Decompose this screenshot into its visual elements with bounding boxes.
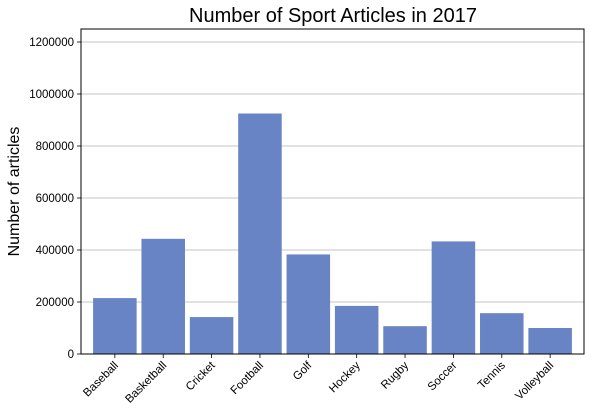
chart-title: Number of Sport Articles in 2017 (189, 5, 477, 27)
y-tick-label: 600000 (36, 193, 74, 205)
y-axis-ticks: 0 200000 400000 600000 800000 1000000 1200000 (29, 37, 81, 361)
x-tick-label-volleyball: Volleyball (513, 360, 556, 403)
bar-football (238, 113, 282, 354)
bar-hockey (334, 305, 379, 354)
bar-tennis (480, 313, 524, 354)
y-tick-label: 400000 (36, 245, 74, 257)
bar-basketball (141, 238, 185, 354)
x-tick-label-soccer: Soccer (426, 360, 460, 394)
x-tick-label-basketball: Basketball (123, 360, 169, 406)
bar-cricket (189, 317, 234, 354)
plot-area-frame (80, 28, 585, 355)
x-tick-label-football: Football (229, 360, 266, 397)
y-tick-label: 1200000 (29, 37, 74, 49)
x-tick-label-hockey: Hockey (327, 359, 363, 395)
x-tick-label-tennis: Tennis (476, 359, 508, 391)
x-tick-label-cricket: Cricket (184, 359, 218, 393)
x-tick-label-baseball: Baseball (81, 360, 121, 400)
bar-rugby (383, 326, 427, 354)
bars (93, 113, 572, 354)
y-axis-label: Number of articles (6, 127, 23, 257)
x-tick-label-rugby: Rugby (379, 359, 411, 391)
x-axis-ticks: Baseball Basketball Cricket Football Golf Hoc… (81, 354, 556, 406)
bar-soccer (431, 241, 476, 354)
y-tick-label: 1000000 (29, 89, 74, 101)
y-tick-label: 0 (68, 349, 74, 361)
y-tick-label: 200000 (36, 297, 74, 309)
bar-volleyball (528, 328, 572, 354)
y-tick-label: 800000 (36, 141, 74, 153)
x-tick-label-golf: Golf (291, 359, 315, 383)
bar-golf (286, 254, 331, 354)
bar-baseball (93, 298, 137, 354)
